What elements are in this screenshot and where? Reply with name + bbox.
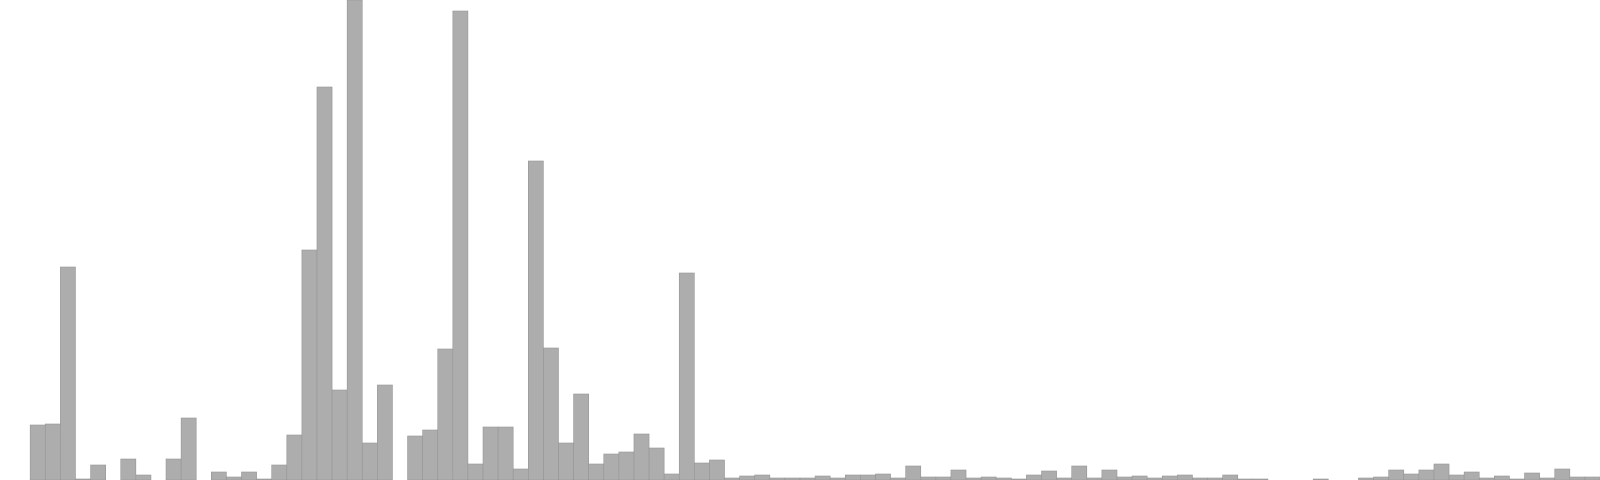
bar-95 <box>1433 463 1450 480</box>
bar-77 <box>1161 475 1178 480</box>
bar-series <box>29 0 1600 480</box>
bar-42 <box>633 433 650 480</box>
bar-73 <box>1101 469 1118 480</box>
bar-94 <box>1418 469 1435 480</box>
bar-96 <box>1448 474 1465 480</box>
bar-37 <box>558 442 574 480</box>
bar-46 <box>694 462 710 480</box>
bar-3 <box>44 423 61 480</box>
bar-97 <box>1463 471 1480 480</box>
bar-31 <box>467 463 484 480</box>
bar-57 <box>860 474 876 480</box>
bar-40 <box>603 453 620 480</box>
bar-25 <box>377 384 393 480</box>
bar-92 <box>1388 469 1405 480</box>
bar-78 <box>1177 474 1193 480</box>
bar-35 <box>527 160 544 480</box>
bar-60 <box>905 465 922 480</box>
bar-4 <box>60 266 76 480</box>
bar-6 <box>90 464 106 480</box>
bar-45 <box>678 272 695 480</box>
bar-34 <box>512 468 529 480</box>
bar-54 <box>814 475 831 480</box>
bar-22 <box>331 389 348 480</box>
bar-16 <box>241 471 257 480</box>
bar-38 <box>573 393 589 480</box>
bar-19 <box>286 434 303 480</box>
bar-23 <box>346 0 363 480</box>
bar-58 <box>875 473 891 480</box>
bar-44 <box>663 473 680 480</box>
bar-11 <box>165 458 182 480</box>
bar-14 <box>211 471 227 480</box>
bar-2 <box>29 424 46 480</box>
bar-101 <box>1524 472 1540 480</box>
bar-41 <box>618 451 635 480</box>
bar-28 <box>422 429 439 480</box>
bar-49 <box>739 475 756 480</box>
bar-18 <box>271 464 288 480</box>
bar-21 <box>316 86 333 480</box>
bar-36 <box>543 347 559 480</box>
bar-71 <box>1071 465 1088 480</box>
bar-93 <box>1403 473 1420 480</box>
bar-63 <box>950 469 967 480</box>
bar-47 <box>709 459 725 480</box>
bar-33 <box>497 426 514 480</box>
bar-30 <box>452 10 469 480</box>
bar-32 <box>482 426 499 480</box>
bar-81 <box>1222 474 1239 480</box>
bar-39 <box>588 463 605 480</box>
bar-20 <box>301 249 318 480</box>
bar-99 <box>1494 475 1510 480</box>
bar-68 <box>1026 474 1042 480</box>
bar-56 <box>844 474 861 480</box>
bar-69 <box>1041 470 1057 480</box>
bar-9 <box>135 474 152 480</box>
bar-103 <box>1554 468 1571 480</box>
bar-12 <box>180 417 197 480</box>
bar-24 <box>361 442 378 480</box>
bar-50 <box>754 474 771 480</box>
bar-75 <box>1131 475 1148 480</box>
bar-105 <box>1584 476 1600 480</box>
bar-29 <box>437 348 454 480</box>
bar-8 <box>120 458 137 480</box>
bar-43 <box>648 447 665 480</box>
bar-27 <box>407 435 423 480</box>
